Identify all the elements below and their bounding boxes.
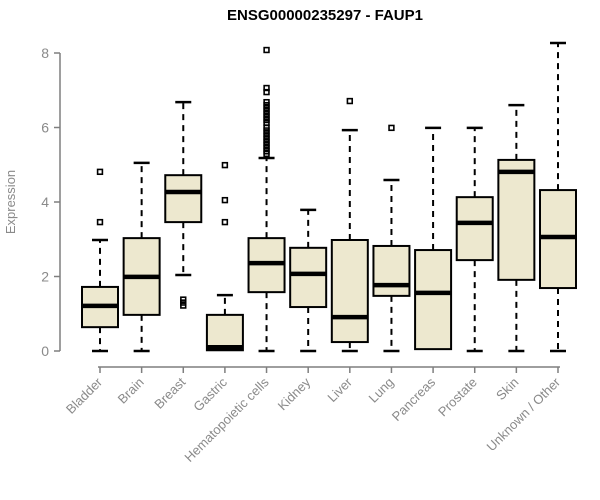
outlier-point — [263, 150, 270, 158]
box-plot-pancreas — [414, 126, 453, 351]
box-plot-brain — [122, 161, 161, 353]
x-axis-category-label: Kidney — [275, 374, 314, 413]
outlier-point — [221, 161, 229, 169]
iqr-box — [497, 158, 536, 281]
boxes-layer — [81, 41, 577, 353]
x-axis-category-label: Breast — [151, 374, 188, 411]
outlier-point — [96, 218, 104, 226]
box-plot-gastric — [205, 161, 244, 352]
y-axis-tick-label: 4 — [41, 194, 49, 210]
chart-title: ENSG00000235297 - FAUP1 — [227, 7, 423, 24]
box-plot-lung — [372, 124, 411, 353]
x-axis-category-label: Brain — [115, 375, 147, 407]
box-plot-bladder — [81, 168, 119, 353]
x-axis-category-label: Skin — [493, 375, 521, 403]
box-plot-skin — [497, 103, 536, 353]
outlier-point — [221, 218, 229, 226]
x-axis-category-label: Lung — [366, 375, 397, 406]
box-plot-unknown-other — [538, 41, 577, 353]
box-plot-hematopoietic-cells — [247, 46, 286, 353]
outlier-point — [180, 302, 187, 309]
outlier-point — [263, 88, 270, 96]
iqr-box — [455, 196, 494, 262]
iqr-box — [289, 246, 328, 309]
box-plot-prostate — [455, 126, 494, 353]
iqr-box — [414, 249, 453, 351]
box-plot-kidney — [289, 208, 328, 353]
y-axis-tick-label: 8 — [41, 45, 49, 61]
iqr-box — [330, 238, 369, 344]
x-axis-category-label: Prostate — [435, 375, 480, 420]
iqr-box — [164, 174, 203, 224]
y-axis-tick-label: 6 — [41, 120, 49, 136]
outlier-point — [346, 97, 354, 105]
x-axis-category-label: Gastric — [190, 374, 230, 414]
box-plot-liver — [330, 97, 369, 353]
outlier-point — [263, 46, 270, 54]
y-axis-tick-label: 2 — [41, 269, 49, 285]
x-axis-category-label: Liver — [324, 374, 355, 405]
iqr-box — [372, 244, 411, 297]
outlier-point — [96, 168, 104, 176]
x-axis-category-label: Unknown / Other — [484, 374, 564, 454]
box-plot-breast — [164, 100, 203, 309]
y-axis-label: Expression — [3, 170, 18, 234]
x-axis-category-label: Bladder — [63, 374, 106, 417]
x-axis-category-label: Pancreas — [389, 374, 439, 424]
outlier-point — [388, 124, 395, 132]
iqr-box — [205, 313, 244, 352]
y-axis-tick-label: 0 — [41, 343, 49, 359]
outlier-point — [221, 196, 229, 204]
